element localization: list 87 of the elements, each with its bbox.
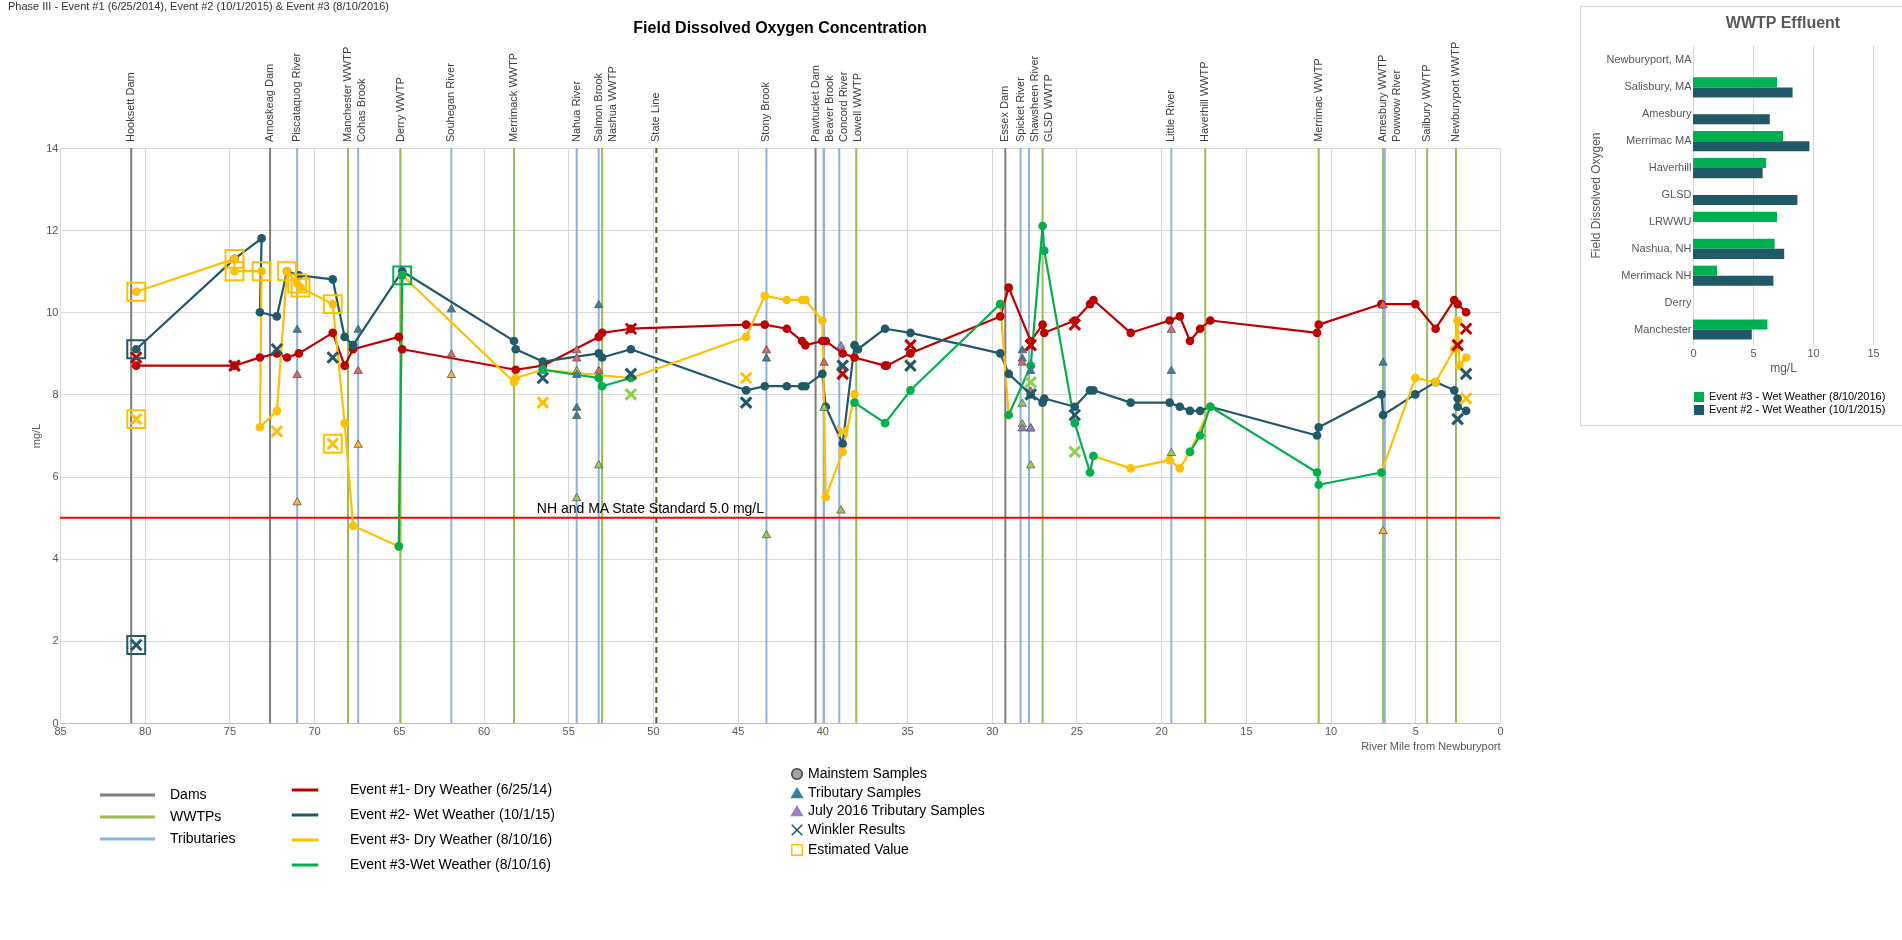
ref-line-label: Salmon Brook [591,72,604,142]
y-tick-label: Newburyport, MA [1606,53,1693,66]
ref-line-label: Stony Brook [759,81,772,142]
x-tick-label: 75 [223,724,237,737]
ref-line-label: Cohas Brook [355,77,367,142]
y-tick-label: 2 [52,634,59,647]
ref-line-label: Manchester WWTP [341,46,353,142]
ref-line-label: Hooksett Dam [124,72,137,142]
x-tick-label: 55 [562,724,575,737]
text: Mainstem Samples [808,765,928,781]
ref-line-label: Pawtucket Dam [808,64,821,142]
ref-line-label: Newburyport WWTP [1448,41,1461,142]
ref-line-label: Haverhill WWTP [1198,61,1211,142]
ref-line-label: Essex Dam [998,85,1011,142]
y-tick-label: Amesbury [1641,107,1692,120]
legend-label: Event #2 - Wet Weather (10/1/2015) [1709,403,1886,415]
y-tick-label: Merrimac MA [1626,134,1693,147]
x-tick-label: 5 [1412,724,1419,737]
x-tick-label: 10 [1324,724,1338,737]
ref-line-label: Sailbury WWTP [1420,64,1433,142]
legend-label: Winkler Results [808,821,906,837]
y-tick-label: 10 [46,305,59,318]
x-tick-label: 5 [1750,346,1757,359]
ref-line-label: Merrimac WWTP [1311,58,1324,142]
y-axis-title: mg/L [30,423,43,449]
legend-label: Event #3-Wet Weather (8/10/16) [350,856,552,872]
ref-line-label: Nahua River [569,80,582,142]
x-tick-label: 80 [139,724,152,737]
ref-line-label: Amoskeag Dam [263,63,276,142]
ref-line-label: Merrimack WWTP [507,52,520,142]
ref-line-label: Souhegan River [444,62,457,142]
legend-label: Event #3 - Wet Weather (8/10/2016) [1709,390,1886,402]
y-tick-label: Salisbury, MA [1624,80,1693,93]
y-tick-label: 8 [52,387,59,400]
ref-line-label: Amesbury WWTP [1376,54,1389,142]
legend-label: Event #3- Dry Weather (8/10/16) [350,831,553,847]
x-tick-label: 0 [1497,724,1504,737]
x-tick-label: 15 [1240,724,1253,737]
ref-line-label: GLSD WWTP [1041,74,1054,142]
ref-line-label: Derry WWTP [393,77,406,142]
y-tick-label: GLSD [1661,188,1692,200]
text: Dams [170,786,207,802]
x-tick-label: 40 [816,724,829,737]
ref-line-label: Beaver Brook [822,74,835,142]
legend-label: Tributary Samples [808,784,922,800]
legend-label: Estimated Value [808,841,910,857]
x-tick-label: 35 [901,724,914,737]
x-axis-title: mg/L [1770,360,1798,375]
ref-line-label: Concord River [836,71,849,142]
x-tick-label: 65 [393,724,406,737]
y-axis-title: Field Dissolved Oxygen [1588,132,1603,259]
y-tick-label: Merrimack NH [1621,268,1692,281]
ref-line-label: Nashua WWTP [605,66,618,142]
text: Phase III - Event #1 (6/25/2014), Event #2 (10/1/2015) & Event #3 (8/10/2016) [8,0,389,12]
y-tick-label: Derry [1664,295,1692,308]
y-tick-label: 6 [52,470,59,483]
y-tick-label: 4 [52,552,59,565]
legend-label: Event #2- Wet Weather (10/1/15) [350,806,555,822]
y-tick-label: 12 [46,223,59,236]
x-tick-label: 30 [986,724,999,737]
chart-title: WWTP Effluent [1725,14,1841,31]
x-tick-label: 15 [1867,346,1880,359]
ref-line-label: Spicket River [1013,76,1026,142]
text: WWTPs [170,808,222,824]
y-tick-label: Haverhill [1648,161,1692,174]
x-tick-label: 20 [1155,724,1168,737]
y-tick-label: Nashua, NH [1631,241,1692,254]
text: Tributaries [170,830,236,846]
legend-label: July 2016 Tributary Samples [808,802,985,818]
ref-line-label: Piscataquog River [290,52,303,142]
ref-line-label: State Line [649,92,662,142]
chart-title: Field Dissolved Oxygen Concentration [633,18,927,36]
x-tick-label: 45 [732,724,745,737]
x-tick-label: 10 [1807,346,1820,359]
ref-line-label: Shawsheen River [1027,55,1040,142]
x-tick-label: 50 [647,724,660,737]
x-axis-title: River Mile from Newburyport [1361,739,1501,752]
y-tick-label: Manchester [1634,322,1692,335]
x-tick-label: 60 [477,724,491,737]
x-tick-label: 25 [1070,724,1084,737]
ref-line-label: Powwow River [1390,69,1403,142]
y-tick-label: 14 [46,141,59,154]
ref-line-label: Little River [1164,89,1177,142]
y-tick-label: LRWWU [1648,214,1692,227]
x-tick-label: 70 [308,724,321,737]
legend-label: Event #1- Dry Weather (6/25/14) [350,781,553,797]
ref-line-label: Lowell WWTP [850,72,863,142]
